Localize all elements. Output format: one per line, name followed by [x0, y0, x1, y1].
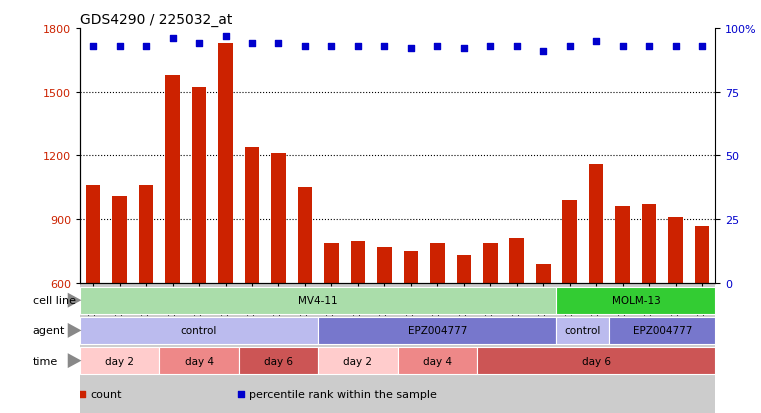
- Bar: [430, 243, 444, 283]
- Point: [484, 43, 496, 50]
- Point: [564, 43, 576, 50]
- Text: day 6: day 6: [581, 356, 610, 366]
- Text: control: control: [181, 325, 217, 336]
- Point: [272, 41, 285, 47]
- Text: count: count: [91, 389, 123, 399]
- Bar: [318, 317, 556, 344]
- Bar: [80, 347, 159, 374]
- Point: [616, 43, 629, 50]
- Point: [87, 43, 99, 50]
- Point: [299, 43, 311, 50]
- Bar: [218, 44, 233, 283]
- Point: [167, 36, 179, 43]
- Point: [246, 41, 258, 47]
- Bar: [556, 317, 610, 344]
- Bar: [589, 165, 603, 283]
- Bar: [642, 205, 657, 283]
- Text: day 2: day 2: [343, 356, 372, 366]
- Point: [590, 38, 602, 45]
- Text: percentile rank within the sample: percentile rank within the sample: [249, 389, 437, 399]
- Bar: [483, 243, 498, 283]
- Bar: [165, 76, 180, 283]
- Bar: [80, 283, 715, 413]
- Bar: [536, 264, 550, 283]
- Bar: [477, 347, 715, 374]
- Bar: [397, 347, 477, 374]
- Point: [696, 43, 708, 50]
- Bar: [245, 147, 260, 283]
- Point: [352, 43, 364, 50]
- Bar: [556, 287, 715, 314]
- Point: [219, 33, 231, 40]
- Bar: [695, 226, 709, 283]
- Bar: [86, 186, 100, 283]
- Point: [431, 43, 444, 50]
- Text: EPZ004777: EPZ004777: [632, 325, 692, 336]
- Bar: [271, 154, 286, 283]
- Point: [344, 241, 356, 247]
- Text: day 4: day 4: [423, 356, 452, 366]
- Bar: [80, 317, 318, 344]
- Bar: [562, 201, 577, 283]
- Bar: [192, 88, 206, 283]
- Point: [378, 43, 390, 50]
- Bar: [351, 241, 365, 283]
- Text: day 4: day 4: [185, 356, 214, 366]
- Text: EPZ004777: EPZ004777: [408, 325, 467, 336]
- Bar: [298, 188, 312, 283]
- Point: [511, 43, 523, 50]
- Bar: [616, 207, 630, 283]
- Bar: [324, 243, 339, 283]
- Bar: [80, 287, 556, 314]
- Bar: [668, 218, 683, 283]
- Text: control: control: [565, 325, 601, 336]
- Point: [140, 43, 152, 50]
- Point: [670, 43, 682, 50]
- Bar: [377, 247, 392, 283]
- Bar: [139, 186, 154, 283]
- Text: day 2: day 2: [105, 356, 134, 366]
- Point: [113, 43, 126, 50]
- Bar: [318, 347, 397, 374]
- Point: [193, 41, 205, 47]
- Text: cell line: cell line: [33, 295, 76, 306]
- Text: MOLM-13: MOLM-13: [612, 295, 661, 306]
- Text: agent: agent: [33, 325, 65, 336]
- Bar: [509, 239, 524, 283]
- Point: [405, 46, 417, 52]
- Text: GDS4290 / 225032_at: GDS4290 / 225032_at: [80, 12, 232, 26]
- Point: [537, 48, 549, 55]
- Bar: [113, 197, 127, 283]
- Point: [643, 43, 655, 50]
- Bar: [239, 347, 318, 374]
- Bar: [159, 347, 239, 374]
- Text: time: time: [33, 356, 58, 366]
- Text: day 6: day 6: [264, 356, 293, 366]
- Point: [326, 43, 338, 50]
- Bar: [457, 256, 471, 283]
- Bar: [403, 252, 418, 283]
- Point: [457, 46, 470, 52]
- Bar: [610, 317, 715, 344]
- Text: MV4-11: MV4-11: [298, 295, 338, 306]
